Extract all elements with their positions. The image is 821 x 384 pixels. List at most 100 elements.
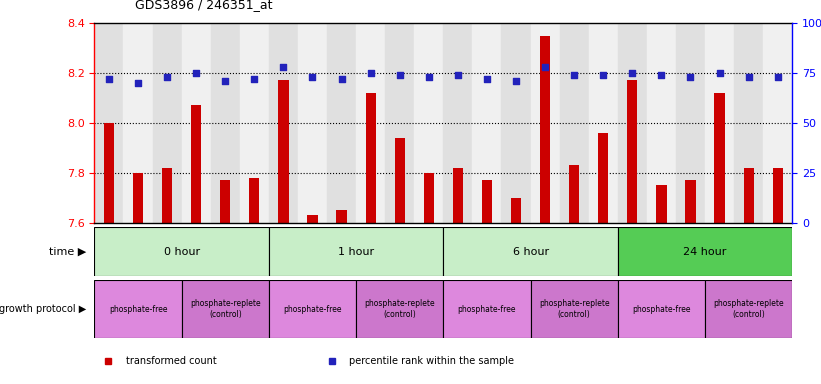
Bar	[705, 280, 792, 338]
Bar	[181, 280, 269, 338]
Bar	[453, 168, 463, 223]
Text: growth protocol ▶: growth protocol ▶	[0, 304, 86, 314]
Bar	[734, 23, 764, 223]
Bar	[220, 180, 231, 223]
Point	[567, 72, 580, 78]
Point	[626, 70, 639, 76]
Bar	[191, 106, 201, 223]
Bar	[356, 280, 443, 338]
Bar	[298, 23, 327, 223]
Text: phosphate-free: phosphate-free	[457, 305, 516, 314]
Point	[510, 78, 523, 84]
Point	[742, 74, 755, 80]
Point	[597, 72, 610, 78]
Bar	[530, 23, 560, 223]
Point	[422, 74, 435, 80]
Text: 24 hour: 24 hour	[683, 247, 727, 257]
Text: phosphate-free: phosphate-free	[108, 305, 167, 314]
Bar	[385, 23, 415, 223]
Bar	[647, 23, 676, 223]
Bar	[656, 185, 667, 223]
Text: transformed count: transformed count	[126, 356, 217, 366]
Bar	[744, 168, 754, 223]
Bar	[395, 138, 405, 223]
Bar	[569, 165, 580, 223]
Bar	[123, 23, 153, 223]
Bar	[104, 123, 114, 223]
Point	[452, 72, 465, 78]
Bar	[424, 173, 433, 223]
Point	[684, 74, 697, 80]
Point	[218, 78, 232, 84]
Bar	[240, 23, 269, 223]
Bar	[162, 168, 172, 223]
Bar	[589, 23, 618, 223]
Bar	[94, 23, 123, 223]
Bar	[676, 23, 705, 223]
Bar	[686, 180, 695, 223]
Text: time ▶: time ▶	[49, 247, 86, 257]
Text: phosphate-replete
(control): phosphate-replete (control)	[713, 300, 784, 319]
Bar	[94, 280, 181, 338]
Bar	[356, 23, 385, 223]
Point	[248, 76, 261, 82]
Bar	[133, 173, 143, 223]
Point	[306, 74, 319, 80]
Bar	[530, 280, 618, 338]
Bar	[269, 23, 298, 223]
Bar	[773, 168, 782, 223]
Text: phosphate-replete
(control): phosphate-replete (control)	[539, 300, 609, 319]
Text: phosphate-free: phosphate-free	[283, 305, 342, 314]
Point	[190, 70, 203, 76]
Bar	[153, 23, 181, 223]
Bar	[482, 180, 492, 223]
Bar	[764, 23, 792, 223]
Point	[277, 64, 290, 70]
Bar	[443, 280, 530, 338]
Text: phosphate-replete
(control): phosphate-replete (control)	[365, 300, 435, 319]
Bar	[278, 81, 288, 223]
Bar	[617, 227, 792, 276]
Point	[364, 70, 377, 76]
Bar	[599, 133, 608, 223]
Bar	[327, 23, 356, 223]
Text: percentile rank within the sample: percentile rank within the sample	[349, 356, 514, 366]
Point	[655, 72, 668, 78]
Point	[539, 64, 552, 70]
Bar	[540, 36, 550, 223]
Text: 0 hour: 0 hour	[163, 247, 200, 257]
Point	[103, 76, 116, 82]
Bar	[617, 280, 705, 338]
Bar	[415, 23, 443, 223]
Text: 6 hour: 6 hour	[512, 247, 548, 257]
Bar	[502, 23, 530, 223]
Bar	[269, 227, 443, 276]
Point	[771, 74, 784, 80]
Point	[161, 74, 174, 80]
Bar	[443, 23, 472, 223]
Point	[335, 76, 348, 82]
Text: GDS3896 / 246351_at: GDS3896 / 246351_at	[135, 0, 273, 12]
Bar	[472, 23, 502, 223]
Point	[131, 80, 144, 86]
Bar	[269, 280, 356, 338]
Point	[713, 70, 726, 76]
Bar	[181, 23, 211, 223]
Bar	[705, 23, 734, 223]
Bar	[627, 81, 637, 223]
Bar	[94, 227, 269, 276]
Bar	[511, 198, 521, 223]
Point	[480, 76, 493, 82]
Text: 1 hour: 1 hour	[338, 247, 374, 257]
Bar	[307, 215, 318, 223]
Bar	[337, 210, 346, 223]
Bar	[618, 23, 647, 223]
Bar	[443, 227, 618, 276]
Bar	[211, 23, 240, 223]
Bar	[560, 23, 589, 223]
Bar	[714, 93, 725, 223]
Point	[393, 72, 406, 78]
Text: phosphate-replete
(control): phosphate-replete (control)	[190, 300, 260, 319]
Text: phosphate-free: phosphate-free	[632, 305, 690, 314]
Bar	[250, 178, 259, 223]
